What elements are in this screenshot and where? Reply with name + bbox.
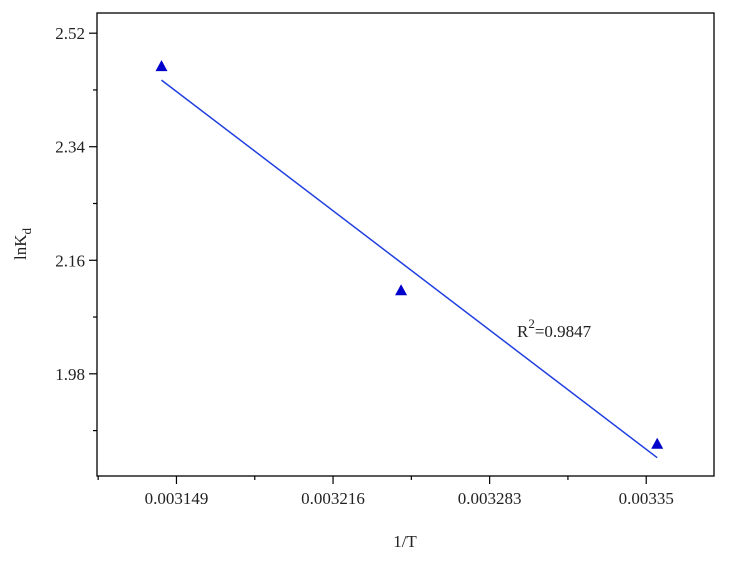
- y-axis-label-base: lnK: [11, 234, 30, 260]
- x-tick-label: 0.003283: [458, 489, 522, 508]
- annotation: R2=0.9847: [517, 316, 592, 341]
- x-tick-label: 0.00335: [619, 489, 674, 508]
- plot-frame: [96, 12, 715, 477]
- x-tick-label: 0.003216: [301, 489, 365, 508]
- y-tick-label: 2.34: [55, 138, 85, 157]
- y-axis-label: lnKd: [11, 228, 34, 261]
- point: [395, 284, 408, 296]
- y-tick-label: 1.98: [55, 365, 85, 384]
- x-tick-label: 0.003149: [145, 489, 209, 508]
- annotation-sup: 2: [528, 316, 535, 331]
- annotation-rest: =0.9847: [535, 322, 592, 341]
- x-axis-label: 1/T: [393, 532, 417, 551]
- point: [651, 437, 664, 449]
- fit-line: [161, 79, 658, 459]
- y-tick-label: 2.16: [55, 251, 85, 270]
- y-axis-label-sub: d: [19, 228, 34, 235]
- y-tick-label: 2.52: [55, 24, 85, 43]
- annotation-base: R: [517, 322, 529, 341]
- point: [155, 60, 168, 72]
